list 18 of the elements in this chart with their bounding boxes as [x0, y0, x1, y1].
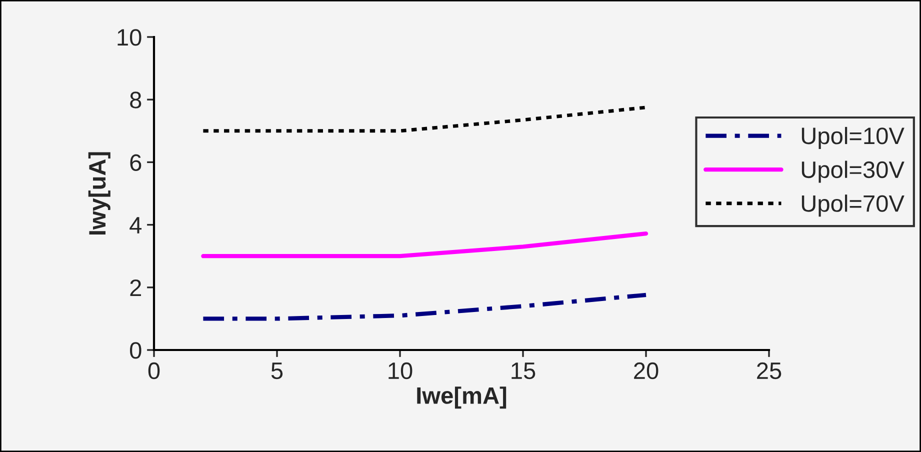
y-tick-label: 6: [130, 154, 142, 171]
y-tick-label: 0: [130, 342, 142, 359]
x-tick-label: 5: [271, 362, 283, 380]
legend-label: Upol=30V: [802, 160, 904, 183]
y-axis-title: Iwy[uA]: [88, 152, 110, 235]
x-tick-label: 25: [757, 362, 782, 380]
y-tick-label: 2: [130, 279, 142, 296]
y-tick-label: 8: [130, 92, 142, 108]
x-axis-title: Iwe[mA]: [417, 386, 506, 409]
legend-label: Upol=10V: [802, 126, 904, 149]
x-tick-label: 10: [388, 362, 412, 380]
x-tick-label: 0: [148, 362, 160, 380]
x-tick-label: 15: [512, 362, 536, 380]
y-tick-label: 4: [130, 217, 142, 234]
x-tick-label: 20: [634, 362, 658, 380]
legend-label: Upol=70V: [802, 194, 904, 217]
line-series: [201, 292, 648, 321]
y-tick-label: 10: [118, 29, 142, 46]
